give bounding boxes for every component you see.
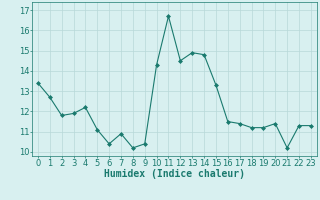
X-axis label: Humidex (Indice chaleur): Humidex (Indice chaleur)	[104, 169, 245, 179]
